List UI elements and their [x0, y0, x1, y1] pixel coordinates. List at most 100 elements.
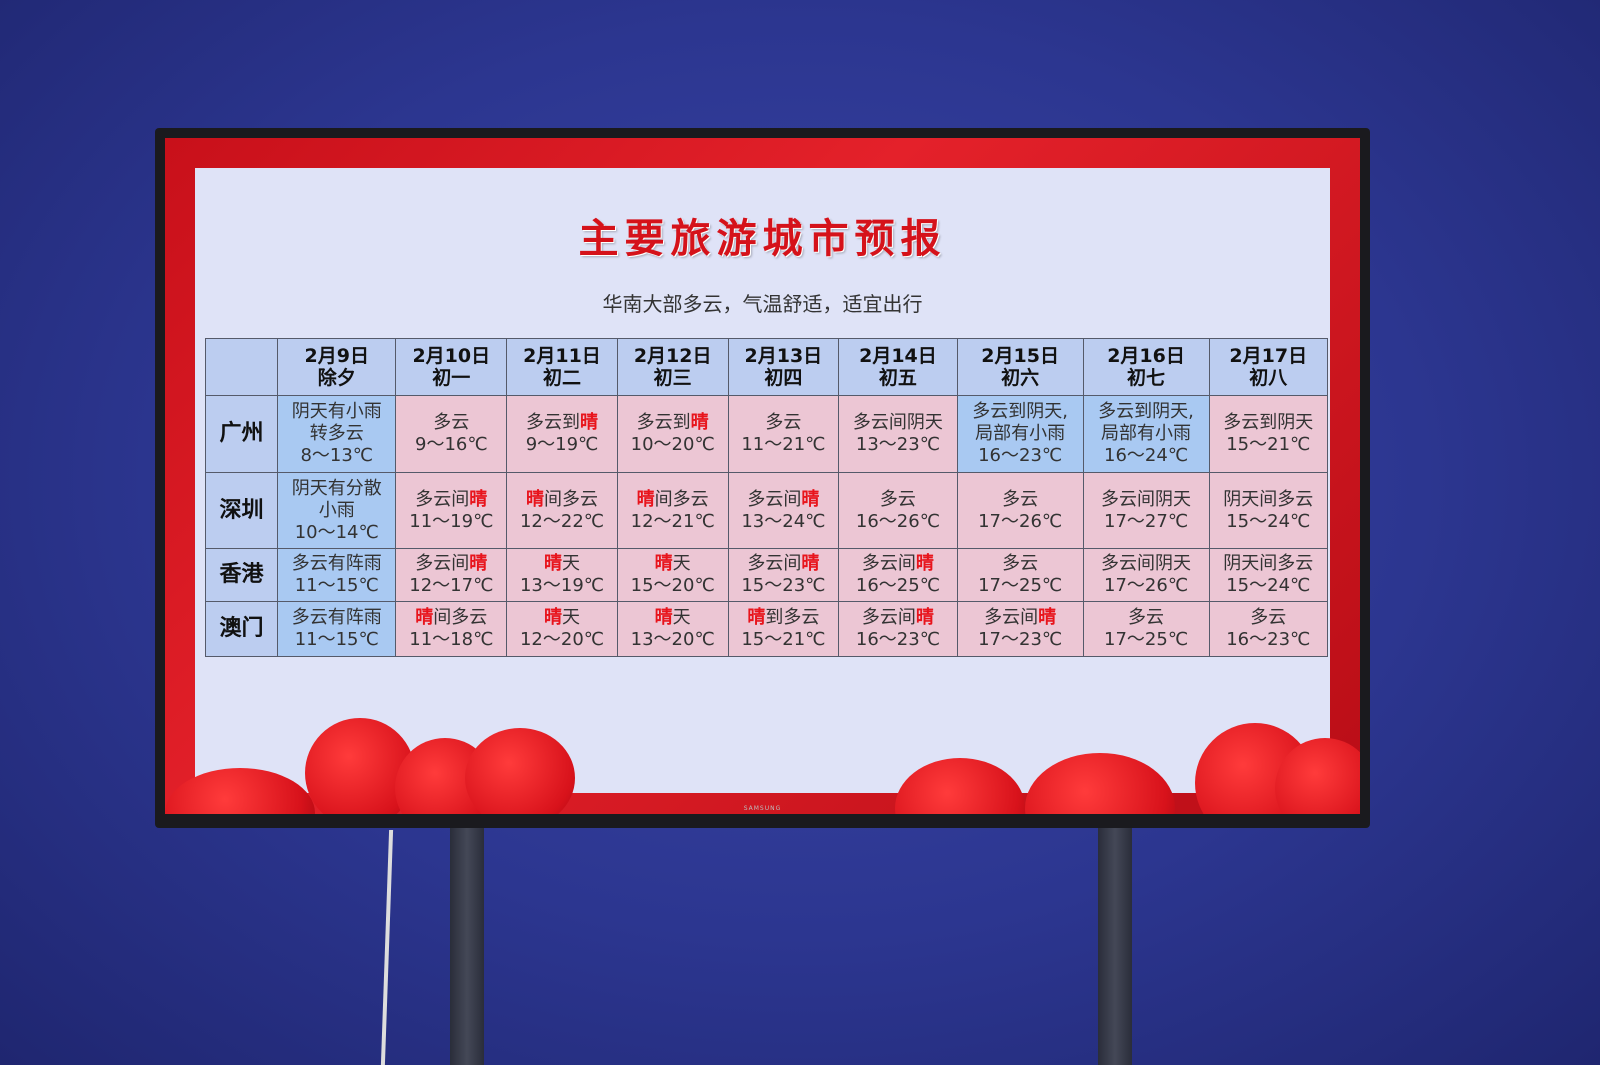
date-label: 2月16日: [1107, 345, 1185, 367]
city-label: 深圳: [205, 472, 278, 549]
weather-text: 多云有阵雨: [291, 607, 382, 628]
sunny-highlight: 晴: [915, 553, 934, 574]
forecast-cell: 阴天有小雨 转多云 8～13℃: [276, 395, 397, 473]
temperature-range: 17～27℃: [1104, 510, 1189, 532]
forecast-cell: 多云间阴天 17～27℃: [1082, 472, 1210, 549]
temperature-range: 10～14℃: [294, 521, 379, 543]
forecast-cell: 阴天有分散 小雨 10～14℃: [276, 472, 397, 549]
lunar-label: 初六: [1001, 367, 1040, 389]
weather-text: 多云间晴: [984, 607, 1057, 628]
temperature-range: 17～25℃: [978, 575, 1063, 596]
weather-text: 多云间晴: [747, 488, 820, 510]
lunar-label: 除夕: [317, 367, 356, 389]
temperature-range: 8～13℃: [300, 445, 374, 466]
weather-text: 多云到晴: [636, 412, 709, 433]
sunny-highlight: 晴: [415, 607, 434, 628]
sunny-highlight: 晴: [654, 553, 673, 574]
sunny-highlight: 晴: [579, 412, 598, 433]
date-label: 2月12日: [633, 345, 712, 367]
date-header: 2月10日 初一: [395, 338, 508, 396]
forecast-cell: 多云间晴 15～23℃: [727, 548, 840, 602]
temperature-range: 16～23℃: [978, 445, 1063, 466]
temperature-range: 16～24℃: [1104, 445, 1189, 466]
lunar-label: 初七: [1127, 367, 1166, 389]
date-label: 2月15日: [981, 345, 1059, 367]
tv-stand-leg-right: [1098, 825, 1132, 1065]
weather-text: 多云到阴天: [1223, 412, 1314, 433]
weather-text: 晴天: [543, 553, 580, 574]
lunar-label: 初四: [764, 367, 803, 389]
forecast-cell: 多云 16～26℃: [838, 472, 958, 549]
sunny-highlight: 晴: [636, 488, 655, 510]
temperature-range: 17～23℃: [978, 629, 1063, 650]
temperature-range: 16～25℃: [855, 575, 940, 596]
subtitle: 华南大部多云，气温舒适，适宜出行: [602, 292, 923, 316]
temperature-range: 17～26℃: [978, 510, 1063, 532]
forecast-cell: 晴天 13～20℃: [616, 601, 729, 657]
lunar-label: 初二: [542, 367, 581, 389]
temperature-range: 16～26℃: [855, 510, 940, 532]
weather-text: 多云到晴: [525, 412, 598, 433]
forecast-cell: 多云 11～21℃: [727, 395, 840, 473]
date-label: 2月9日: [304, 345, 369, 367]
date-header: 2月13日 初四: [727, 338, 840, 396]
temperature-range: 15～23℃: [741, 575, 826, 596]
temperature-range: 9～16℃: [415, 434, 488, 455]
lunar-label: 初一: [432, 367, 471, 389]
weather-text: 晴间多云: [525, 488, 598, 510]
weather-text: 局部有小雨: [1101, 423, 1192, 444]
weather-text: 阴天有小雨: [291, 401, 382, 422]
weather-text: 多云到阴天,: [972, 401, 1068, 422]
weather-text: 多云: [1128, 607, 1165, 628]
weather-text: 多云间晴: [747, 553, 820, 574]
forecast-cell: 多云间晴 13～24℃: [727, 472, 840, 549]
power-cable: [380, 830, 394, 1065]
forecast-cell: 多云有阵雨 11～15℃: [276, 548, 397, 602]
weather-text: 晴天: [654, 553, 691, 574]
weather-text: 转多云: [309, 423, 364, 444]
temperature-range: 15～21℃: [741, 629, 826, 650]
forecast-cell: 晴到多云 15～21℃: [727, 601, 840, 657]
weather-text: 小雨: [318, 499, 355, 521]
forecast-cell: 晴间多云 11～18℃: [395, 601, 508, 657]
table-row: 深圳 阴天有分散 小雨 10～14℃ 多云间晴 11～19℃ 晴间多云 12～22℃ 晴间多云 1…: [205, 472, 1328, 549]
tv-stand-leg-left: [450, 825, 484, 1065]
weather-text: 局部有小雨: [975, 423, 1066, 444]
forecast-cell: 多云间晴 16～23℃: [838, 601, 958, 657]
sunny-highlight: 晴: [543, 607, 562, 628]
weather-text: 多云到阴天,: [1098, 401, 1194, 422]
brand-logo: SAMSUNG: [743, 805, 782, 812]
weather-text: 晴天: [543, 607, 580, 628]
sunny-highlight: 晴: [801, 553, 820, 574]
date-label: 2月14日: [859, 345, 937, 367]
weather-text: 阴天有分散: [291, 477, 382, 499]
table-row: 广州 阴天有小雨 转多云 8～13℃ 多云 9～16℃ 多云到晴 9～19℃ 多云到晴 10～20…: [205, 395, 1328, 473]
temperature-range: 11～15℃: [294, 629, 379, 650]
lunar-label: 初八: [1249, 367, 1288, 389]
forecast-panel: 主要旅游城市预报 华南大部多云，气温舒适，适宜出行 2月9日 除夕 2月10日 初一 2…: [195, 168, 1330, 793]
weather-text: 晴天: [654, 607, 691, 628]
forecast-cell: 阴天间多云 15～24℃: [1208, 472, 1328, 549]
forecast-cell: 多云 17～26℃: [956, 472, 1084, 549]
temperature-range: 16～23℃: [1226, 629, 1311, 650]
temperature-range: 9～19℃: [525, 434, 599, 455]
lunar-label: 初三: [653, 367, 692, 389]
temperature-range: 10～20℃: [630, 434, 715, 455]
sunny-highlight: 晴: [654, 607, 673, 628]
forecast-cell: 多云间晴 17～23℃: [956, 601, 1084, 657]
weather-text: 多云间晴: [861, 553, 934, 574]
forecast-cell: 晴天 15～20℃: [616, 548, 729, 602]
forecast-cell: 多云间晴 11～19℃: [395, 472, 508, 549]
sunny-highlight: 晴: [469, 553, 488, 574]
date-header: 2月11日 初二: [506, 338, 618, 396]
sunny-highlight: 晴: [747, 607, 766, 628]
temperature-range: 15～20℃: [630, 575, 715, 596]
weather-text: 晴间多云: [415, 607, 488, 628]
tv-display: 主要旅游城市预报 华南大部多云，气温舒适，适宜出行 2月9日 除夕 2月10日 初一 2…: [155, 128, 1370, 828]
forecast-cell: 多云到阴天, 局部有小雨 16～24℃: [1082, 395, 1210, 473]
corner-cell: [205, 338, 278, 396]
sunny-highlight: 晴: [801, 488, 820, 510]
sunny-highlight: 晴: [1038, 607, 1057, 628]
weather-text: 多云间晴: [415, 488, 488, 510]
temperature-range: 17～25℃: [1104, 629, 1189, 650]
